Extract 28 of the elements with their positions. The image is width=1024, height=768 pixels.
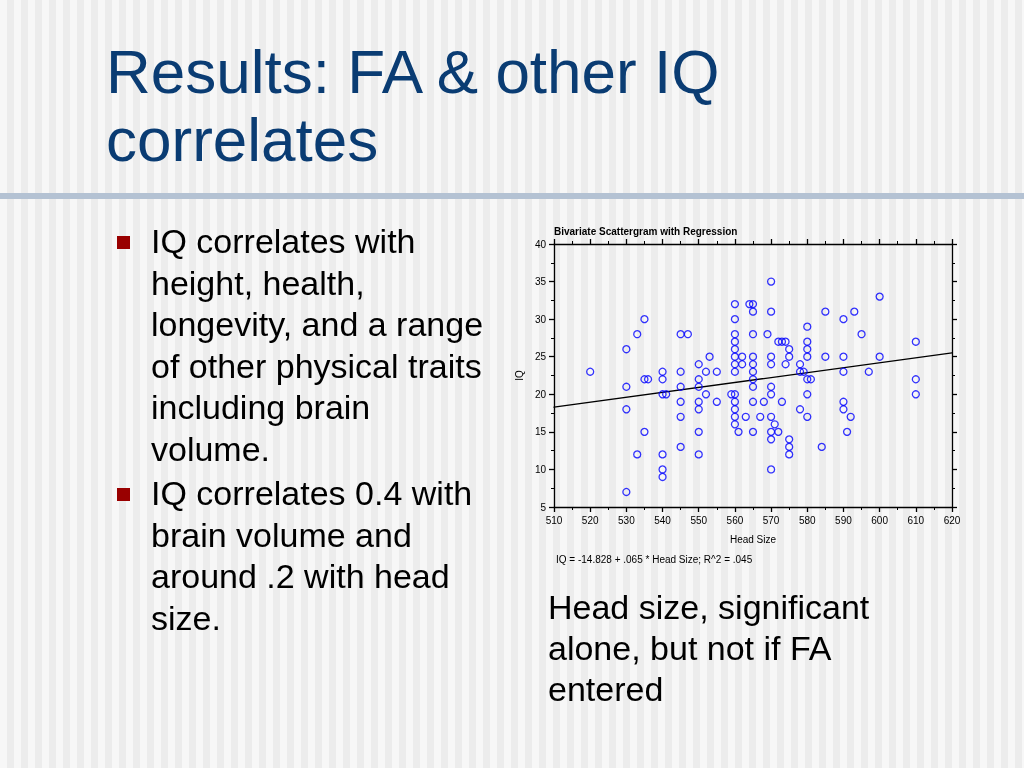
x-axis-title: Head Size	[729, 533, 777, 545]
x-tick-label: 590	[835, 514, 853, 526]
y-tick-label: 20	[534, 388, 547, 400]
x-tick-label: 540	[654, 514, 672, 526]
y-tick-label: 25	[534, 351, 547, 363]
x-tick-label: 570	[762, 514, 780, 526]
x-tick-label: 560	[726, 514, 744, 526]
x-tick-label: 530	[618, 514, 636, 526]
text: Head size, significant alone, but not if FA entered	[548, 587, 871, 710]
x-tick-label: 620	[943, 514, 961, 526]
x-tick-label: 550	[690, 514, 708, 526]
y-axis-title: IQ	[513, 370, 525, 381]
x-tick-label: 600	[871, 514, 889, 526]
text: IQ = -14.828 + .065 * Head Size; R^2 = .045	[556, 553, 753, 567]
y-tick-label: 40	[534, 238, 547, 250]
chart-subtitle: Bivariate Scattergram with Regression	[554, 225, 738, 237]
x-tick-label: 510	[545, 514, 563, 526]
y-tick-label: 5	[540, 501, 547, 513]
x-tick-label: 520	[581, 514, 599, 526]
chart-title: Results: FA & other IQ correlates	[106, 37, 721, 174]
x-tick-label: 580	[798, 514, 817, 526]
y-tick-label: 10	[534, 463, 547, 475]
y-tick-label: 15	[534, 426, 547, 438]
text: IQ correlates 0.4 with brain volume and around .2 with head size.	[151, 473, 474, 639]
y-tick-label: 30	[534, 313, 547, 325]
y-tick-label: 35	[534, 276, 547, 288]
text: IQ correlates with height, health, longevity, and a range of other physical traits including brain volume.	[151, 221, 485, 470]
x-tick-label: 610	[907, 514, 925, 526]
